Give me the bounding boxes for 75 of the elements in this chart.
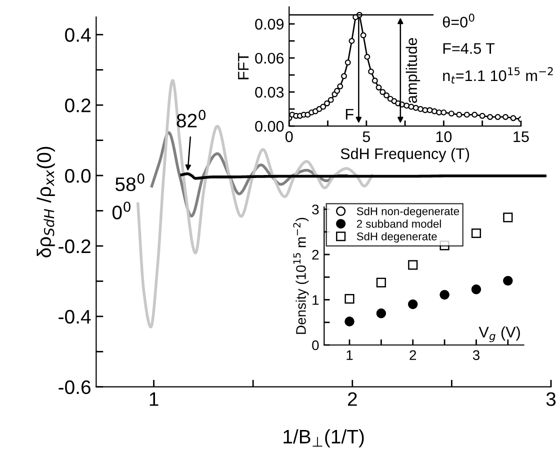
annotation: amplitude: [406, 38, 420, 103]
point: [412, 104, 419, 111]
point: [471, 228, 482, 238]
annotation: n$_{t}$=1.1 10$^{15}$ m$^{−2}$: [443, 67, 553, 84]
point: [372, 78, 378, 84]
x-tick-label: 15: [514, 131, 529, 142]
point: [510, 115, 516, 122]
point: [479, 112, 486, 119]
point: [404, 102, 410, 109]
point: [364, 54, 370, 60]
x-axis-title: SdH Frequency (T): [340, 148, 470, 162]
point: [368, 68, 374, 75]
y-tick-label: 2: [312, 250, 319, 260]
x-tick-label: 10: [436, 131, 452, 142]
point: [503, 212, 513, 222]
y-tick-label: 0.2: [65, 98, 90, 112]
point: [344, 60, 351, 66]
x-tick-label: 2: [348, 392, 357, 406]
x-tick-label: 1: [346, 350, 353, 360]
point: [376, 84, 382, 90]
x-axis-title: 1/B$_{⊥}$(1/T): [284, 429, 364, 448]
y-axis-title: Density (10$^{15}$ m$^{−2}$): [293, 218, 309, 334]
point: [456, 112, 462, 118]
x-tick-label: 2: [410, 350, 416, 360]
point: [384, 92, 390, 98]
x-tick-label: 0: [285, 131, 293, 142]
point: [324, 100, 330, 106]
y-tick-label: 0.03: [255, 86, 284, 98]
x-tick-label: 5: [362, 131, 370, 142]
point: [348, 38, 355, 44]
x-tick-label: 1: [150, 392, 158, 406]
y-tick-label: 3: [312, 204, 319, 214]
x-tick-label: 3: [546, 392, 556, 406]
y-tick-label: 0: [312, 340, 319, 350]
y-tick-label: -0.2: [58, 239, 90, 254]
annotation: 82$^{0}$: [176, 110, 206, 128]
point: [472, 112, 478, 118]
point: [320, 104, 326, 110]
point: [487, 114, 494, 120]
point: [408, 104, 414, 110]
annotation: F: [346, 108, 354, 120]
annotation: θ=0$^{0}$: [442, 14, 474, 28]
annotation: 58$^{0}$: [116, 173, 144, 192]
point: [337, 83, 344, 90]
legend-label: SdH degenerate: [356, 232, 437, 243]
point: [334, 88, 340, 94]
y-tick-label: -0.4: [58, 310, 91, 324]
point: [344, 294, 354, 304]
point: [464, 112, 470, 118]
point: [360, 32, 366, 38]
y-tick-label: 0.06: [255, 52, 284, 64]
y-axis-title: δρ$_{SdH}$ /ρ$_{xx}$(0): [36, 146, 55, 258]
y-tick-label: 1: [312, 295, 319, 305]
x-tick-label: 3: [472, 350, 480, 360]
x-axis-title: V$_{g}$ (V): [478, 326, 520, 342]
legend-label: SdH non-degenerate: [356, 207, 460, 218]
point: [328, 96, 334, 103]
point: [440, 109, 447, 116]
point: [418, 106, 424, 112]
y-tick-label: 0.4: [65, 28, 91, 42]
point: [494, 114, 501, 120]
y-tick-label: -0.6: [58, 380, 90, 394]
point: [408, 260, 418, 270]
point: [448, 110, 454, 117]
text: 0.00: [255, 120, 284, 132]
y-tick-label: 0.0: [65, 168, 91, 183]
point: [376, 278, 386, 288]
point: [341, 73, 347, 80]
annotation: F=4.5 T: [443, 43, 495, 54]
legend-label: 2 subband model: [356, 220, 441, 228]
y-axis-title: FFT: [238, 52, 249, 80]
y-tick-label: 0.09: [255, 18, 284, 30]
annotation: 0$^{0}$: [112, 202, 130, 220]
point: [380, 89, 386, 95]
point: [502, 114, 508, 120]
